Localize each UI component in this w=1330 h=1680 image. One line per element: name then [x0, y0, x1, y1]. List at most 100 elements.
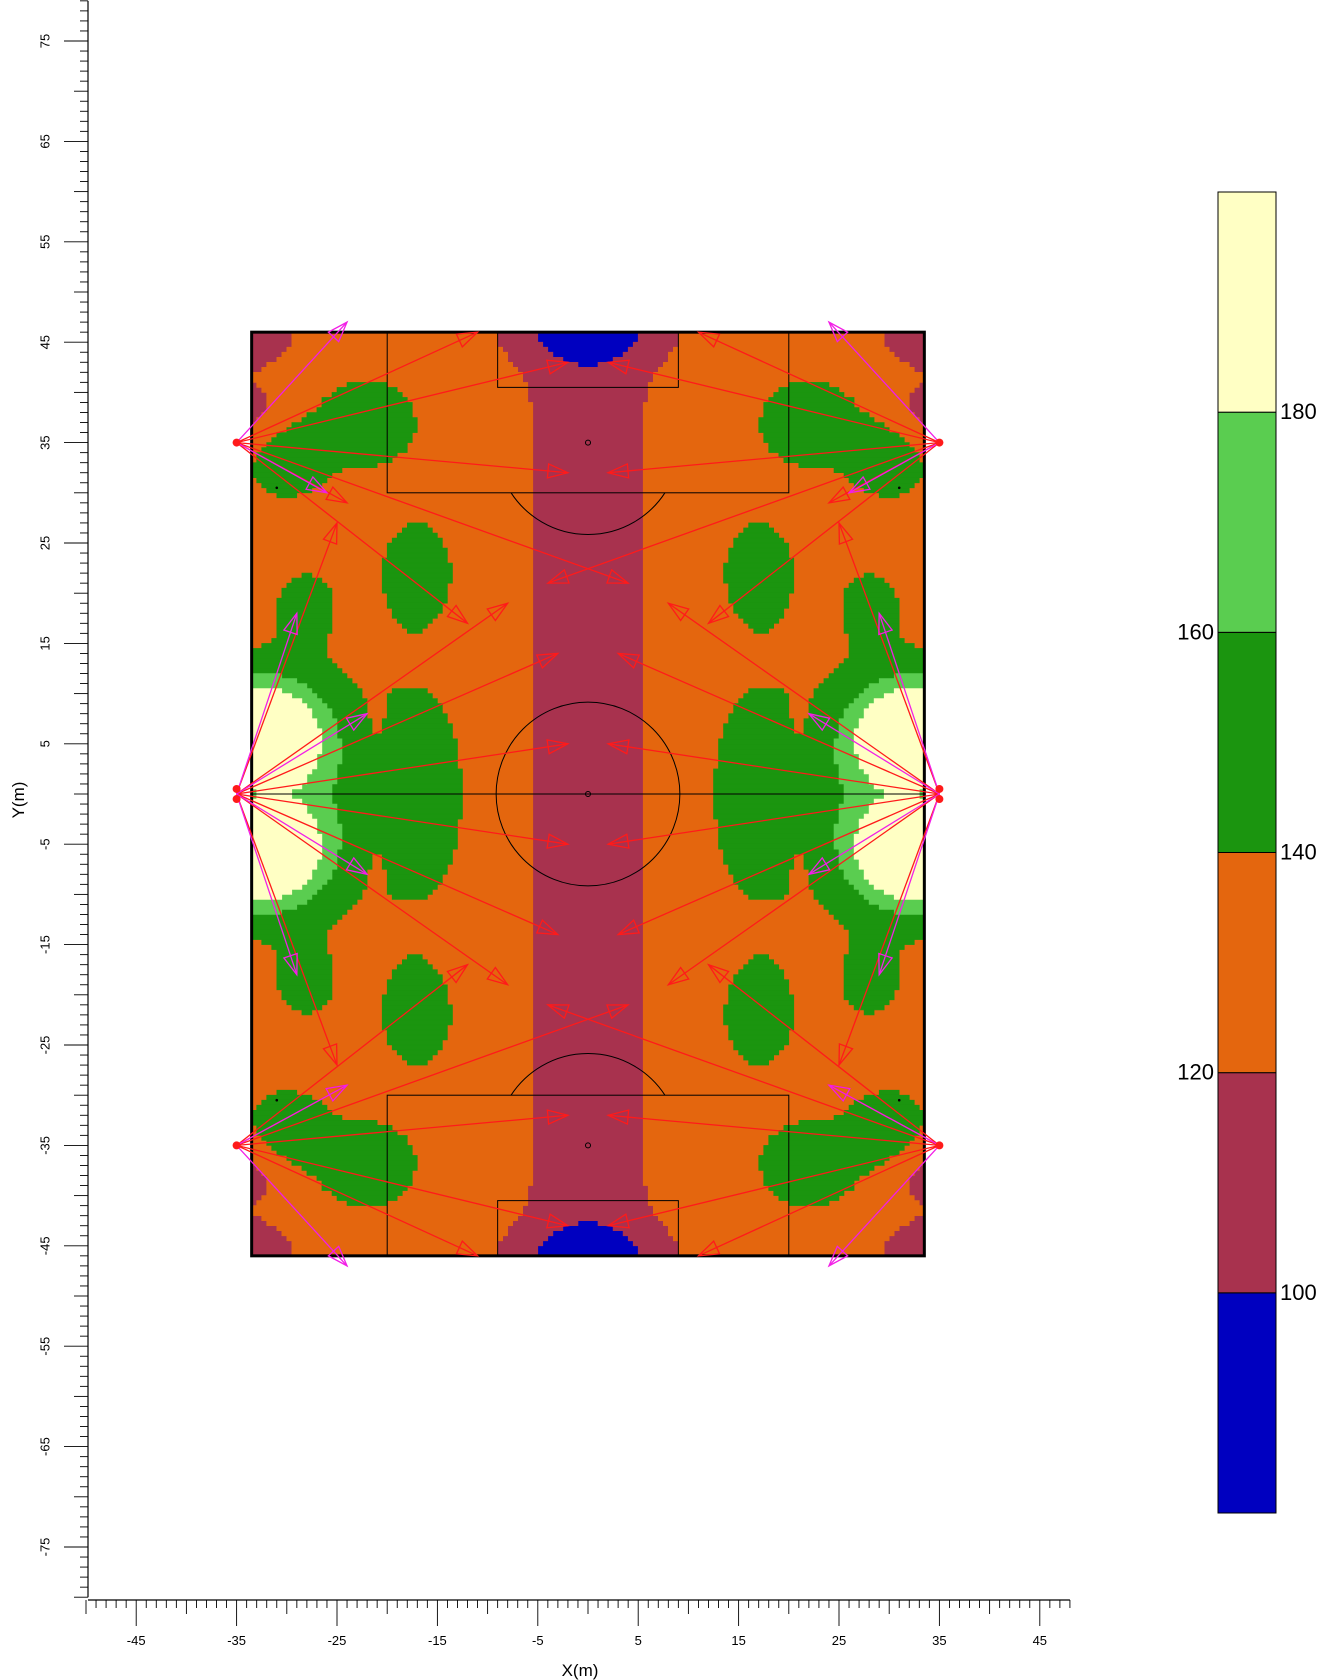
aim-arrow-head — [322, 521, 338, 546]
aim-arrow — [838, 522, 941, 795]
aim-arrow-secondary-head — [827, 1084, 851, 1102]
aim-arrow-head — [606, 1004, 631, 1020]
aim-arrow — [708, 442, 940, 624]
legend-swatch — [1217, 1072, 1277, 1294]
aim-arrow — [236, 793, 559, 936]
legend-label: 180 — [1280, 399, 1317, 424]
legend-swatch — [1217, 631, 1277, 853]
aim-arrow-head — [455, 331, 480, 348]
luminaire-pole — [935, 1141, 944, 1150]
aim-arrow — [236, 652, 559, 795]
aim-arrow-secondary — [236, 793, 368, 875]
aim-arrow-secondary — [236, 442, 328, 494]
x-tick-label: -35 — [227, 1633, 246, 1648]
corner-mark — [897, 1098, 901, 1102]
aim-arrow-secondary — [235, 613, 298, 795]
aim-arrow-head — [545, 568, 570, 584]
aim-arrow — [236, 331, 478, 444]
aim-arrow — [607, 361, 940, 444]
penalty-arc-bottom — [510, 1053, 666, 1096]
x-tick-label: 5 — [635, 1633, 642, 1648]
aim-arrow-head — [535, 652, 560, 669]
aim-arrow — [698, 331, 940, 444]
y-axis-label: Y(m) — [9, 782, 28, 819]
x-tick-label: -25 — [328, 1633, 347, 1648]
aim-arrow-head — [546, 462, 570, 479]
aim-arrow-head — [606, 1213, 631, 1229]
aim-arrow-head — [545, 1213, 570, 1229]
aim-arrow-secondary — [236, 1084, 348, 1146]
aim-arrow — [236, 793, 509, 986]
aim-arrow-head — [486, 966, 510, 986]
aim-arrow — [608, 1114, 940, 1147]
aim-arrow — [236, 1114, 568, 1147]
aim-arrow-secondary-head — [878, 952, 894, 977]
aim-arrow-head — [606, 568, 631, 584]
aim-arrow — [607, 1144, 940, 1227]
center-circle — [495, 701, 681, 887]
aim-arrow — [608, 441, 940, 474]
aim-arrow-secondary-head — [327, 1245, 349, 1268]
y-tick-label: 55 — [37, 235, 52, 249]
aim-arrow-head — [486, 602, 510, 622]
luminaire-pole — [232, 438, 241, 447]
aim-arrow-secondary-head — [325, 1084, 349, 1102]
x-axis: -45 -35 -25 -15 -5 5 15 25 35 45 — [85, 1599, 1071, 1648]
legend-swatch — [1217, 411, 1277, 633]
aim-arrow — [236, 743, 569, 795]
x-tick-label: -15 — [428, 1633, 447, 1648]
x-tick-label: 45 — [1033, 1633, 1047, 1648]
luminaire-pole — [935, 784, 944, 793]
x-tick-label: -5 — [532, 1633, 544, 1648]
y-tick-label: 65 — [37, 134, 52, 148]
aim-arrow-head — [325, 486, 349, 504]
corner-mark — [275, 486, 279, 490]
aim-arrow-head — [616, 652, 641, 669]
aim-arrow-head — [535, 919, 560, 936]
aim-arrow — [667, 602, 940, 795]
aim-arrow-head — [545, 359, 570, 375]
aim-arrow-secondary-head — [807, 712, 831, 732]
aim-arrow-secondary — [808, 793, 940, 875]
aim-arrow — [607, 743, 940, 795]
aim-arrow-head — [606, 359, 631, 375]
aim-arrow — [708, 964, 940, 1146]
aim-arrow-secondary-head — [305, 475, 329, 494]
penalty-arc-top — [510, 492, 666, 535]
aim-arrow-secondary-head — [827, 320, 849, 343]
aim-arrow — [235, 793, 338, 1066]
aim-arrow-head — [666, 602, 690, 622]
aim-arrow-head — [546, 739, 570, 755]
corner-mark — [275, 1098, 279, 1102]
aim-arrow-secondary-head — [282, 952, 298, 977]
aim-arrow-head — [546, 1109, 570, 1126]
y-tick-label: -45 — [37, 1236, 52, 1255]
aiming-arrows — [232, 320, 944, 1268]
aim-arrow — [236, 361, 569, 444]
aim-arrow-secondary — [236, 1144, 348, 1267]
aim-arrow-head — [827, 486, 851, 504]
penalty-spot-bottom — [585, 1142, 591, 1149]
aim-arrow-head — [696, 331, 721, 348]
aim-arrow — [236, 1144, 478, 1257]
legend-swatch — [1217, 1292, 1277, 1514]
aim-arrow-secondary — [828, 1144, 940, 1267]
y-tick-label: 25 — [37, 536, 52, 550]
aim-arrow-secondary — [808, 713, 940, 795]
aim-arrow-secondary-head — [847, 475, 871, 494]
y-tick-label: 5 — [37, 740, 52, 747]
legend-label: 100 — [1280, 1280, 1317, 1305]
aim-arrow — [236, 441, 629, 584]
aim-arrow-head — [706, 604, 730, 625]
aim-arrow-head — [696, 1240, 721, 1257]
aim-arrow-secondary — [236, 713, 368, 795]
y-tick-label: 15 — [37, 636, 52, 650]
x-tick-label: 35 — [932, 1633, 946, 1648]
y-tick-label: 75 — [37, 34, 52, 48]
x-tick-label: -45 — [127, 1633, 146, 1648]
aim-arrow-head — [838, 1042, 854, 1067]
y-tick-label: -25 — [37, 1036, 52, 1055]
luminaire-pole — [232, 1141, 241, 1150]
aim-arrow — [236, 442, 468, 624]
